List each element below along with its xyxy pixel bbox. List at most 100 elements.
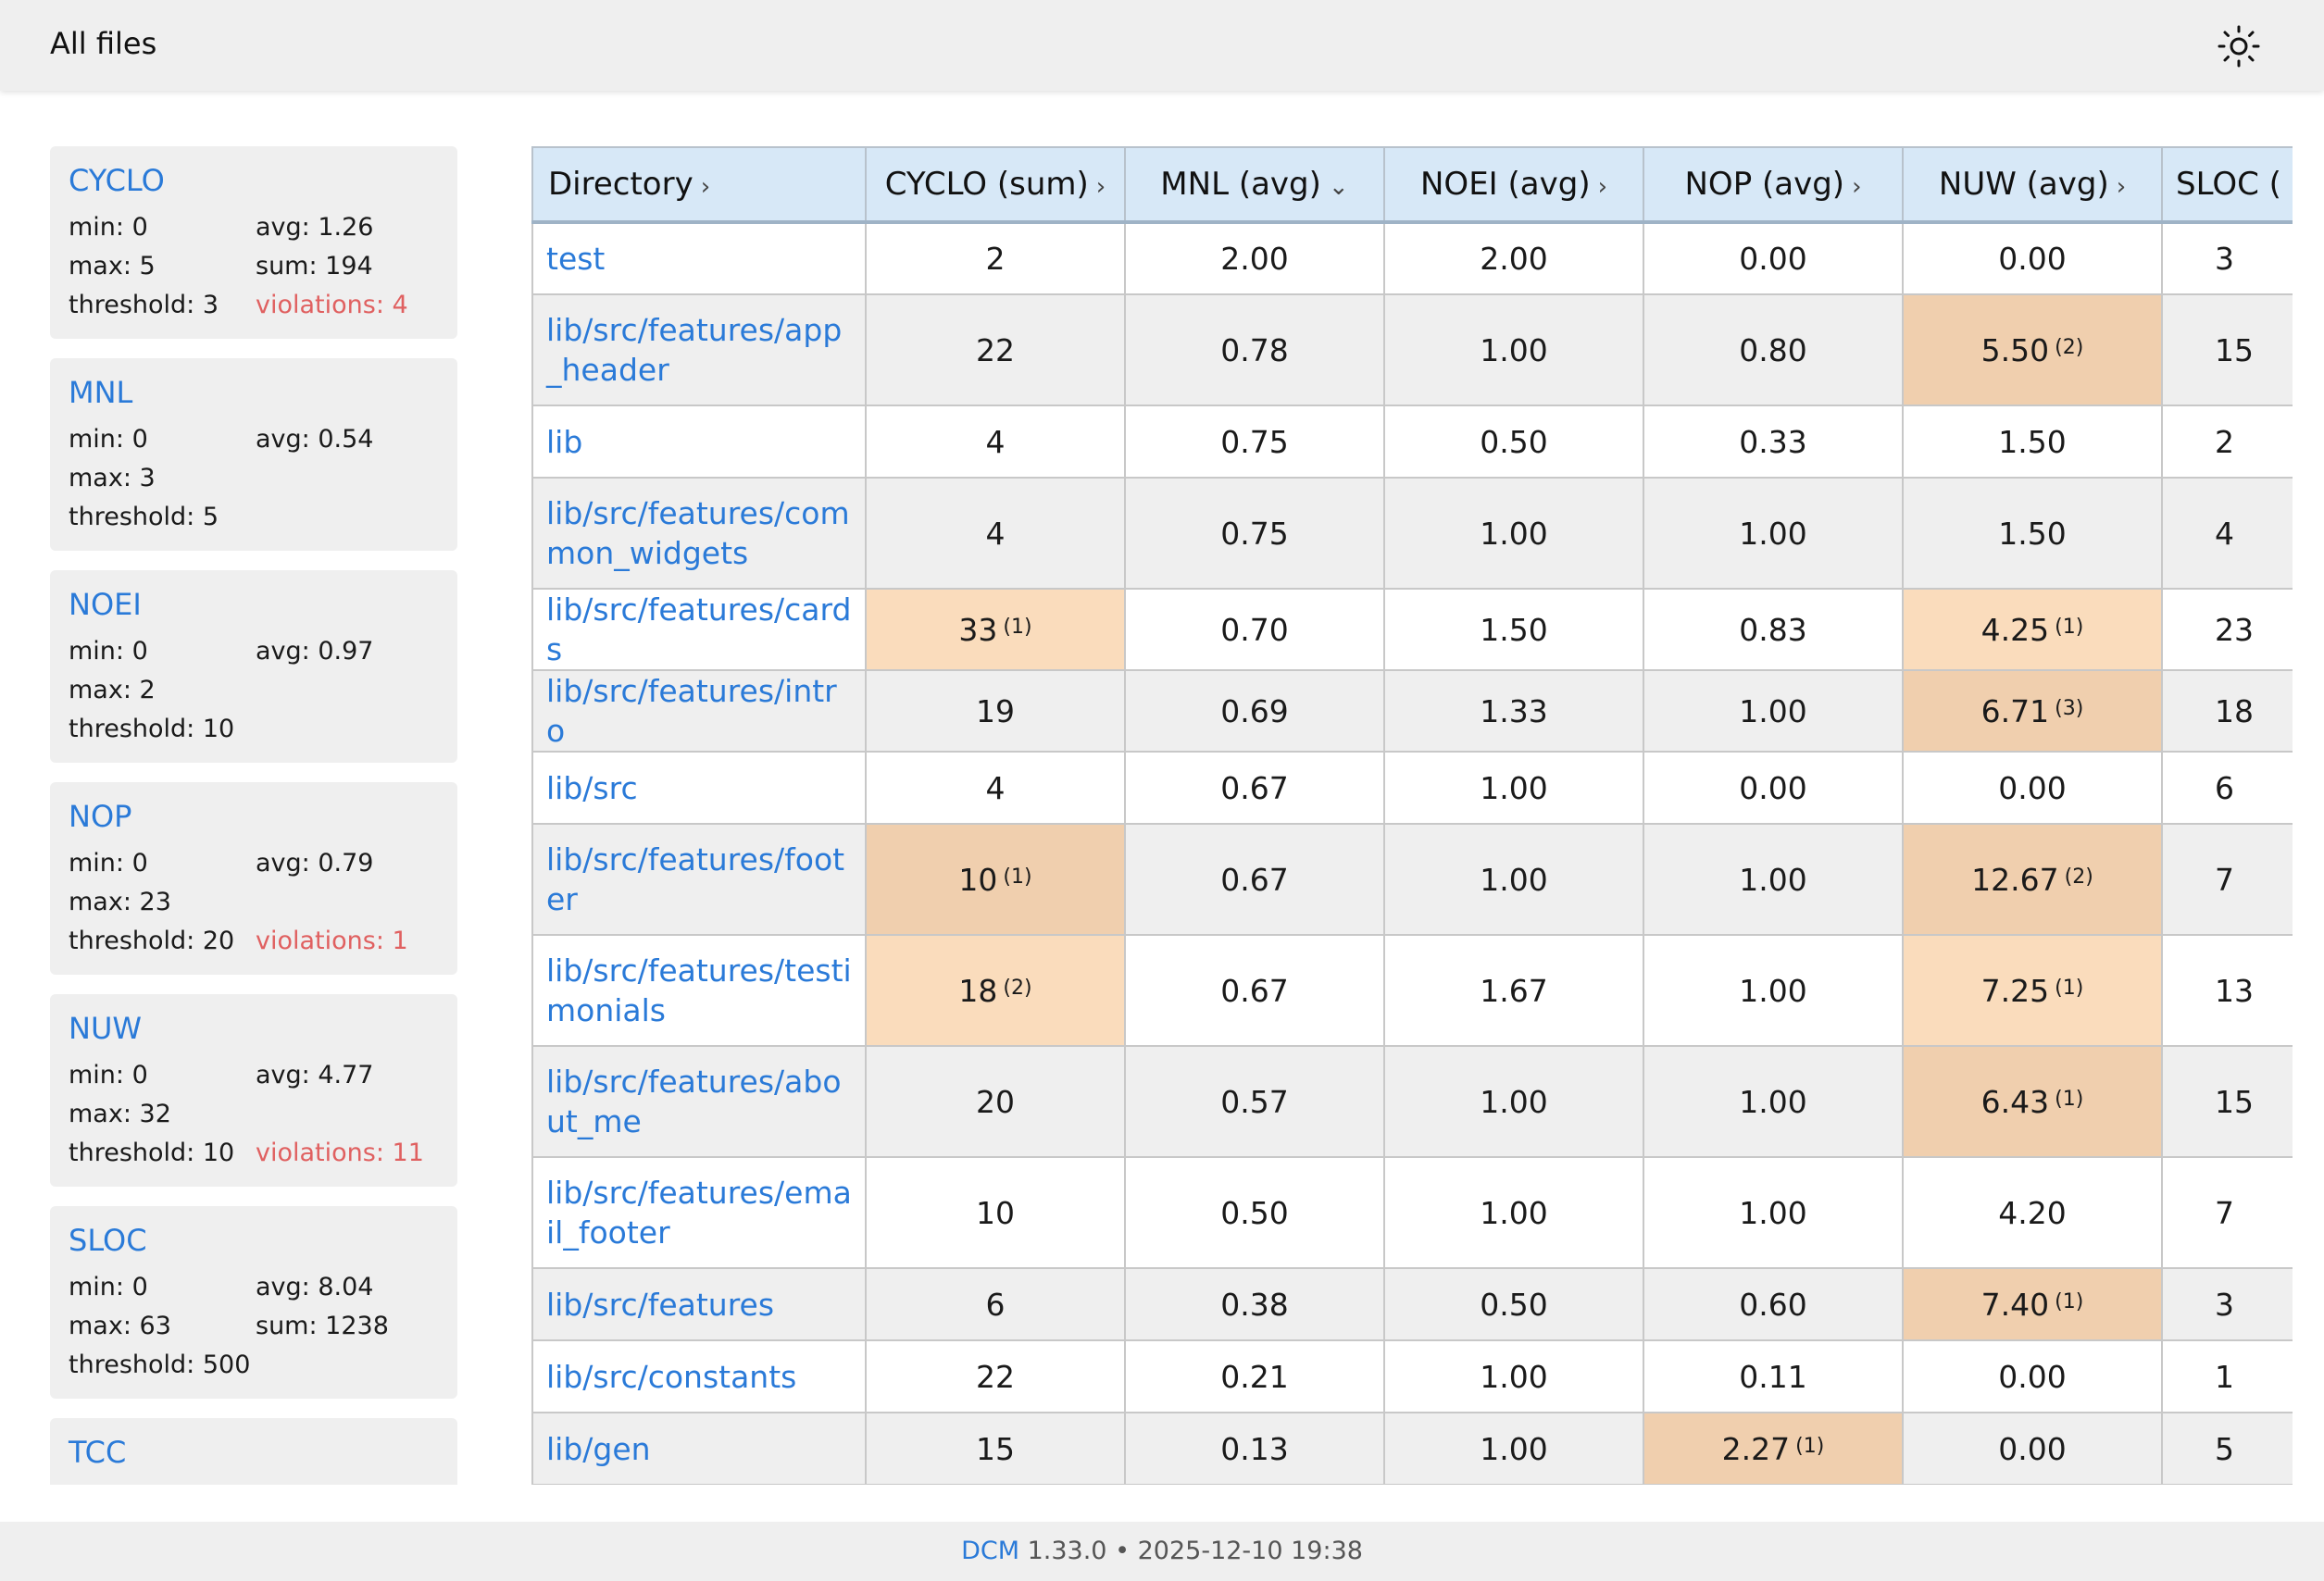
metric-cell: 0.00 [1902,1339,2163,1413]
dcm-link[interactable]: DCM [961,1537,1020,1565]
stat-value: 10 [202,715,235,743]
cell-value: 2 [2215,423,2234,460]
cell-value: 2.27 [1721,1430,1791,1467]
cell-value: 1.50 [1998,423,2067,460]
directory-link[interactable]: lib/src/features/footer [531,823,867,936]
cell-value: 1.00 [1480,331,1548,368]
cell-value: 12.67 [1971,861,2059,898]
stat-label: avg: [256,849,310,878]
metric-title[interactable]: NOP [69,799,132,834]
stat-label: max: [69,1100,131,1128]
metric-stat: max: 5 [69,252,156,280]
cell-value: 13 [2215,972,2254,1009]
directory-link[interactable]: lib/src/features/intro [531,669,867,753]
metric-cell: 0.78 [1124,293,1385,406]
stat-value: 0 [131,213,148,242]
directory-link[interactable]: lib/src [531,751,867,825]
metric-cell: 7.40 (1) [1902,1267,2163,1341]
directory-link[interactable]: lib/src/features/about_me [531,1045,867,1158]
cell-value: 0.69 [1220,692,1289,729]
cell-value: 10 [958,861,998,898]
directory-link[interactable]: lib/src/features/email_footer [531,1156,867,1269]
chevron-right-icon: › [700,173,711,201]
metric-stat: threshold: 3 [69,291,219,319]
stat-value: 3 [139,464,156,492]
metric-cell: 0.13 [1124,1412,1385,1485]
metric-cell: 6.43 (1) [1902,1045,2163,1158]
column-header[interactable]: NOP (avg) › [1643,146,1904,224]
metric-title[interactable]: NUW [69,1011,142,1046]
column-header[interactable]: NOEI (avg) › [1383,146,1644,224]
footer: DCM 1.33.0 • 2025-12-10 19:38 [0,1522,2324,1581]
stat-value: 0.79 [318,849,374,878]
directory-link[interactable]: lib/src/constants [531,1339,867,1413]
metric-cell: 1.00 [1643,823,1904,936]
metric-cell: 1.00 [1643,477,1904,590]
cell-value: 0.00 [1739,241,1807,277]
column-header[interactable]: SLOC ( [2161,146,2293,224]
metric-cell: 1.00 [1643,1156,1904,1269]
cell-value: 4 [985,769,1006,806]
directory-link[interactable]: lib/src/features [531,1267,867,1341]
metrics-table-container[interactable]: Directory › CYCLO (sum) › MNL (avg) ⌄ NOEI (av… [531,146,2293,1485]
cell-value: 6.43 [1980,1083,2050,1120]
metric-title[interactable]: NOEI [69,587,142,622]
directory-link[interactable]: lib [531,405,867,479]
directory-link[interactable]: lib/src/features/cards [531,588,867,671]
cell-value: 1.00 [1739,861,1807,898]
violation-count: (2) [2064,865,2093,889]
directory-link[interactable]: lib/src/features/common_widgets [531,477,867,590]
column-header[interactable]: CYCLO (sum) › [865,146,1126,224]
cell-value: 0.00 [1998,241,2067,277]
directory-link[interactable]: test [531,221,867,295]
directory-link[interactable]: lib/gen [531,1412,867,1485]
cell-value: 0.33 [1739,423,1807,460]
cell-value: 0.50 [1480,1286,1548,1323]
cell-value: 1.00 [1480,1430,1548,1467]
cell-value: 33 [958,611,998,648]
directory-link[interactable]: lib/src/features/app_header [531,293,867,406]
metric-cell: 1.00 [1643,1045,1904,1158]
metric-stat: max: 3 [69,464,156,492]
column-header[interactable]: NUW (avg) › [1902,146,2163,224]
metric-cell: 18 [2161,669,2293,753]
metric-cell: 1.00 [1383,1339,1644,1413]
metric-title[interactable]: TCC [69,1435,127,1470]
cell-value: 0.67 [1220,769,1289,806]
stat-label: sum: [256,1312,318,1340]
cell-value: 1.00 [1739,1194,1807,1231]
stat-label: min: [69,1273,125,1301]
stat-label: max: [69,676,131,704]
cell-value: 7.25 [1980,972,2050,1009]
column-header[interactable]: MNL (avg) ⌄ [1124,146,1385,224]
metric-cell: 4 [2161,477,2293,590]
directory-link[interactable]: lib/src/features/testimonials [531,934,867,1047]
cell-value: 2.00 [1480,241,1548,277]
metric-card-tcc: TCC [50,1418,457,1485]
version-text: 1.33.0 [1027,1537,1107,1565]
sun-icon[interactable] [2215,22,2263,70]
metric-cell: 1.00 [1383,477,1644,590]
timestamp: 2025-12-10 19:38 [1137,1537,1363,1565]
metric-cell: 1.50 [1902,477,2163,590]
cell-value: 5 [2215,1430,2234,1467]
stat-value: 63 [139,1312,171,1340]
cell-value: 15 [2215,1083,2254,1120]
metric-stat: max: 2 [69,676,156,704]
cell-value: 4.25 [1980,611,2050,648]
metric-cell: 0.00 [1902,1412,2163,1485]
chevron-down-icon: ⌄ [1328,173,1349,201]
metric-title[interactable]: SLOC [69,1223,147,1258]
metric-card-sloc: SLOC min: 0 avg: 8.04 max: 63 sum: 1238 thres… [50,1206,457,1399]
metric-cell: 0.67 [1124,823,1385,936]
metrics-table: Directory › CYCLO (sum) › MNL (avg) ⌄ NOEI (av… [531,146,2293,1485]
cell-value: 0.38 [1220,1286,1289,1323]
metric-stat: min: 0 [69,425,148,454]
metric-cell: 6 [2161,751,2293,825]
stat-value: 1238 [325,1312,389,1340]
column-header[interactable]: Directory › [531,146,867,224]
cell-value: 1.00 [1480,769,1548,806]
cell-value: 7 [2215,1194,2234,1231]
metric-title[interactable]: CYCLO [69,163,165,198]
metric-title[interactable]: MNL [69,375,133,410]
